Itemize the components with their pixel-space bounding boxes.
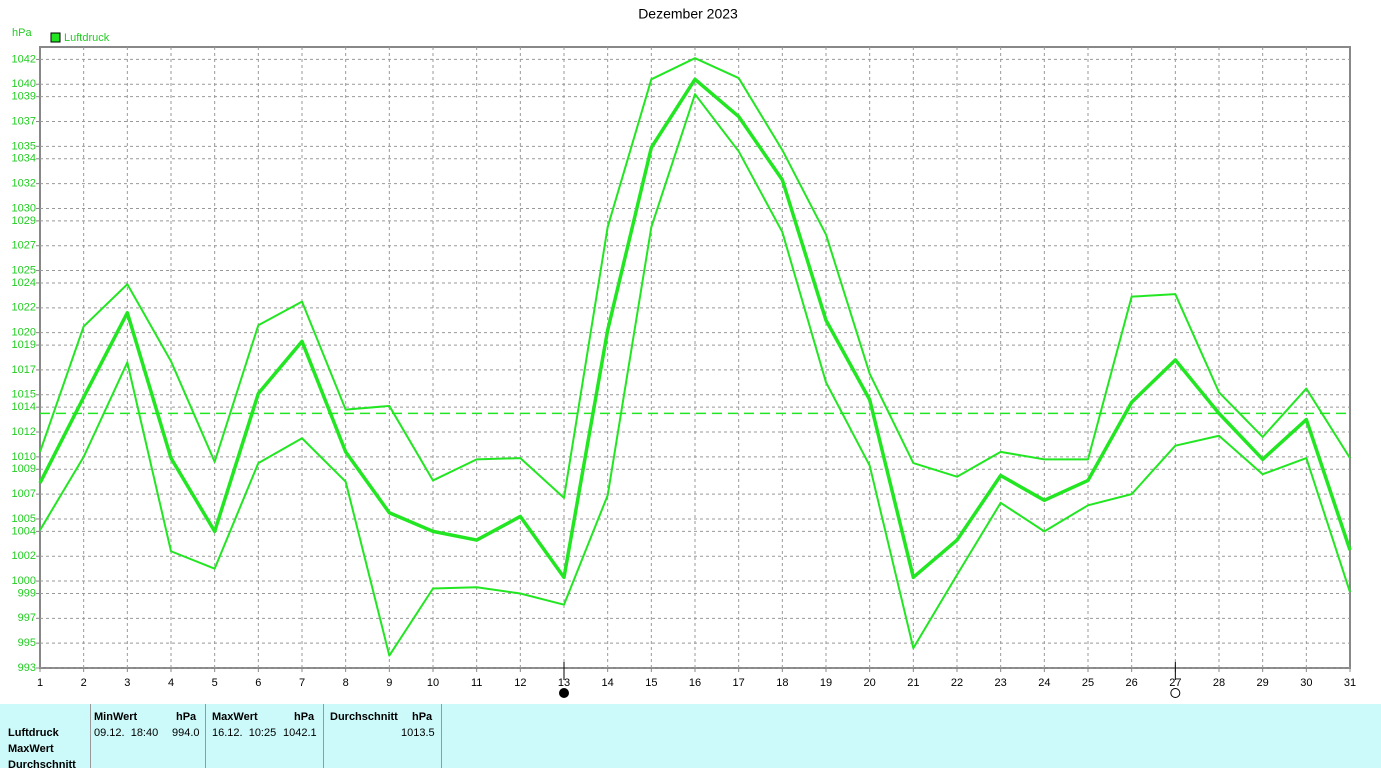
x-tick-label: 18 (776, 677, 788, 689)
x-tick-label: 24 (1038, 677, 1050, 689)
x-tick-label: 4 (168, 677, 174, 689)
y-tick-label: 1037 (12, 115, 36, 127)
x-tick-label: 21 (907, 677, 919, 689)
x-tick-label: 26 (1126, 677, 1138, 689)
y-tick-label: 1022 (12, 302, 36, 314)
x-tick-label: 14 (602, 677, 614, 689)
y-tick-label: 1042 (12, 53, 36, 65)
x-tick-label: 9 (386, 677, 392, 689)
y-tick-label: 999 (18, 587, 36, 599)
y-tick-label: 1010 (12, 451, 36, 463)
col-header: MaxWert (212, 711, 258, 723)
row-label: Luftdruck (8, 727, 59, 739)
x-tick-label: 19 (820, 677, 832, 689)
x-tick-label: 29 (1257, 677, 1269, 689)
y-tick-label: 995 (18, 637, 36, 649)
y-tick-label: 1017 (12, 364, 36, 376)
separator (441, 704, 442, 768)
x-tick-label: 27 (1169, 677, 1181, 689)
separator (90, 704, 91, 768)
x-tick-label: 22 (951, 677, 963, 689)
x-tick-label: 30 (1300, 677, 1312, 689)
chart: Dezember 2023 hPa Luftdruck 993995997999… (12, 6, 1356, 698)
col-unit: hPa (412, 711, 433, 723)
x-tick-label: 31 (1344, 677, 1356, 689)
plot-area (39, 46, 1351, 669)
y-tick-label: 1020 (12, 327, 36, 339)
row-label: Durchschnitt (8, 759, 76, 771)
x-tick-label: 15 (645, 677, 657, 689)
x-tick-label: 12 (514, 677, 526, 689)
y-tick-label: 1015 (12, 389, 36, 401)
y-tick-label: 1012 (12, 426, 36, 438)
x-tick-label: 17 (733, 677, 745, 689)
legend-swatch (50, 32, 61, 43)
chart-title: Dezember 2023 (638, 6, 738, 22)
row-label: MaxWert (8, 743, 54, 755)
y-tick-label: 1027 (12, 240, 36, 252)
y-tick-label: 1004 (12, 525, 36, 537)
x-tick-label: 7 (299, 677, 305, 689)
x-tick-label: 28 (1213, 677, 1225, 689)
col-header: Durchschnitt (330, 711, 398, 723)
y-tick-label: 1040 (12, 78, 36, 90)
y-unit: hPa (12, 27, 32, 39)
y-tick-label: 1002 (12, 550, 36, 562)
y-tick-label: 1035 (12, 140, 36, 152)
moon-icon (1170, 688, 1181, 698)
col-header: MinWert (94, 711, 138, 723)
y-tick-label: 1034 (12, 153, 36, 165)
y-tick-label: 1029 (12, 215, 36, 227)
x-tick-label: 23 (995, 677, 1007, 689)
x-tick-label: 20 (864, 677, 876, 689)
y-tick-label: 1025 (12, 264, 36, 276)
x-tick-label: 6 (255, 677, 261, 689)
y-tick-label: 1005 (12, 513, 36, 525)
x-tick-label: 16 (689, 677, 701, 689)
time: 16.12. 10:25 (212, 727, 277, 739)
col-unit: hPa (176, 711, 197, 723)
y-tick-label: 1000 (12, 575, 36, 587)
y-tick-label: 1030 (12, 202, 36, 214)
y-tick-label: 1024 (12, 277, 36, 289)
x-tick-label: 1 (37, 677, 43, 689)
x-tick-label: 5 (212, 677, 218, 689)
y-tick-label: 1014 (12, 401, 36, 413)
series-line (38, 77, 1352, 580)
x-tick-label: 10 (427, 677, 439, 689)
x-tick-label: 11 (471, 677, 482, 689)
moon-icon (559, 688, 569, 698)
separator (323, 704, 324, 768)
value: 994.0 (172, 727, 200, 739)
x-tick-label: 8 (343, 677, 349, 689)
y-tick-label: 997 (18, 612, 36, 624)
y-tick-label: 1032 (12, 178, 36, 190)
y-tick-label: 1009 (12, 463, 36, 475)
col-unit: hPa (294, 711, 315, 723)
x-tick-label: 13 (558, 677, 570, 689)
series-line (39, 93, 1351, 657)
legend-label: Luftdruck (64, 32, 110, 44)
y-tick-label: 1019 (12, 339, 36, 351)
x-tick-label: 3 (124, 677, 130, 689)
y-tick-label: 1007 (12, 488, 36, 500)
series-line (39, 57, 1351, 499)
y-tick-label: 1039 (12, 91, 36, 103)
value: 1042.1 (283, 727, 317, 739)
x-tick-label: 2 (81, 677, 87, 689)
x-tick-label: 25 (1082, 677, 1094, 689)
separator (205, 704, 206, 768)
y-tick-label: 993 (18, 662, 36, 674)
time: 09.12. 18:40 (94, 727, 159, 739)
stats-table: Luftdruck MaxWert Durchschnitt MinWert h… (0, 704, 1381, 771)
value: 1013.5 (401, 727, 435, 739)
